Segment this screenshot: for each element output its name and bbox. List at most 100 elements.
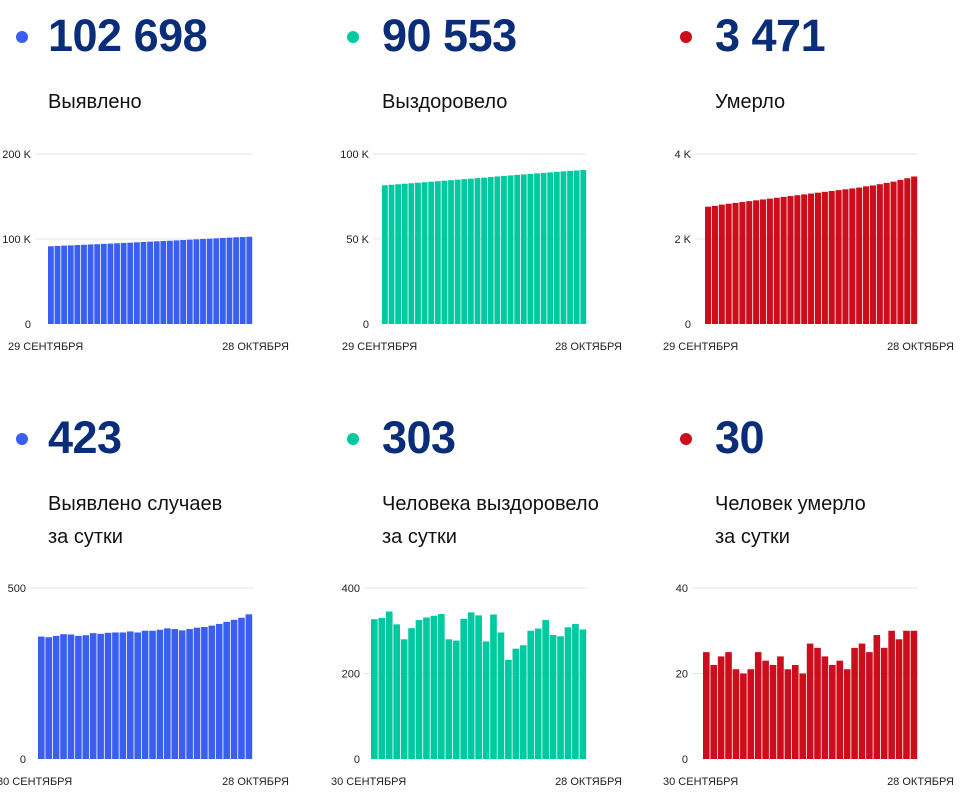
bar bbox=[408, 183, 415, 324]
x-start-label: 29 СЕНТЯБРЯ bbox=[663, 341, 738, 353]
stat-card-daily-deaths: 30 Человек умерло за сутки 0 20 40 30 СЕНТЯБ… bbox=[642, 402, 963, 800]
bar bbox=[740, 673, 747, 759]
y-tick-label: 0 bbox=[682, 754, 688, 766]
bar bbox=[134, 632, 141, 759]
bar bbox=[718, 204, 725, 324]
x-start-label: 30 СЕНТЯБРЯ bbox=[663, 776, 738, 788]
daily-deaths-value: 30 bbox=[715, 412, 765, 463]
x-end-label: 28 ОКТЯБРЯ bbox=[887, 776, 954, 788]
bar bbox=[494, 176, 501, 324]
bar bbox=[835, 190, 842, 325]
bar bbox=[230, 619, 238, 759]
bar bbox=[460, 618, 468, 759]
bar bbox=[401, 183, 408, 324]
y-tick-label: 4 K bbox=[674, 149, 691, 161]
bar bbox=[883, 182, 890, 324]
legend-dot bbox=[16, 433, 28, 445]
bar bbox=[454, 179, 461, 324]
total-recovered-label: Выздоровело bbox=[382, 91, 508, 113]
bar bbox=[467, 178, 474, 324]
bar bbox=[233, 237, 239, 324]
bar bbox=[725, 203, 732, 324]
bar bbox=[52, 635, 60, 759]
bar bbox=[888, 630, 895, 759]
legend-dot bbox=[680, 433, 692, 445]
total-recovered-chart: 0 50 K 100 K 29 СЕНТЯБРЯ 28 ОКТЯБРЯ bbox=[340, 149, 622, 353]
bar bbox=[223, 621, 230, 759]
y-tick-label: 0 bbox=[25, 319, 31, 331]
bar bbox=[821, 191, 828, 324]
total-recovered-value: 90 553 bbox=[382, 10, 517, 61]
bar bbox=[415, 182, 421, 324]
bar bbox=[481, 177, 487, 324]
bar bbox=[903, 630, 910, 759]
bar bbox=[97, 633, 104, 759]
bar bbox=[87, 244, 94, 324]
bar bbox=[48, 246, 54, 324]
x-end-label: 28 ОКТЯБРЯ bbox=[222, 341, 289, 353]
bar bbox=[160, 241, 167, 324]
bar bbox=[215, 623, 223, 759]
bar bbox=[167, 240, 173, 324]
bar bbox=[378, 617, 386, 759]
bar bbox=[238, 617, 245, 759]
bar bbox=[910, 630, 918, 759]
bar bbox=[415, 620, 423, 759]
bar bbox=[858, 643, 866, 759]
bar bbox=[829, 664, 836, 759]
bar bbox=[149, 630, 156, 759]
bar bbox=[441, 180, 448, 324]
bar bbox=[81, 244, 87, 324]
bar bbox=[766, 198, 773, 325]
bar bbox=[156, 629, 164, 759]
bar bbox=[814, 192, 822, 324]
y-tick-label: 500 bbox=[8, 583, 26, 595]
bar bbox=[573, 170, 580, 324]
bar bbox=[579, 629, 587, 759]
bar bbox=[780, 196, 787, 324]
bar bbox=[61, 245, 68, 324]
bar bbox=[127, 242, 134, 324]
bar bbox=[703, 652, 710, 760]
bar bbox=[82, 635, 90, 759]
bar bbox=[89, 633, 97, 759]
bar bbox=[856, 187, 863, 324]
bar bbox=[821, 656, 829, 759]
bar bbox=[753, 200, 760, 324]
bar bbox=[507, 175, 514, 324]
bar bbox=[226, 237, 233, 324]
x-start-label: 29 СЕНТЯБРЯ bbox=[342, 341, 417, 353]
bar bbox=[393, 624, 400, 759]
x-end-label: 28 ОКТЯБРЯ bbox=[222, 776, 289, 788]
bar bbox=[382, 185, 388, 324]
bar bbox=[164, 628, 171, 759]
x-start-label: 30 СЕНТЯБРЯ bbox=[331, 776, 406, 788]
bar bbox=[801, 194, 808, 325]
bar bbox=[739, 202, 746, 324]
daily-recovered-chart: 0 200 400 30 СЕНТЯБРЯ 28 ОКТЯБРЯ bbox=[331, 583, 622, 788]
bar bbox=[564, 627, 572, 759]
bar bbox=[890, 181, 897, 325]
bar bbox=[553, 171, 560, 324]
bar bbox=[705, 206, 712, 324]
bar bbox=[461, 179, 468, 324]
daily-recovered-label: Человека выздоровело за сутки bbox=[382, 493, 599, 548]
bar bbox=[180, 240, 187, 324]
bar bbox=[836, 660, 844, 759]
y-tick-label: 0 bbox=[363, 319, 369, 331]
bar bbox=[814, 647, 821, 759]
bar bbox=[487, 176, 494, 324]
bar bbox=[388, 184, 395, 324]
bar bbox=[540, 172, 547, 324]
bar bbox=[201, 626, 208, 759]
total-deaths-chart: 0 2 K 4 K 29 СЕНТЯБРЯ 28 ОКТЯБРЯ bbox=[663, 149, 954, 353]
bar bbox=[799, 673, 806, 759]
bar bbox=[428, 181, 435, 324]
daily-cases-chart: 0 500 30 СЕНТЯБРЯ 28 ОКТЯБРЯ bbox=[0, 583, 289, 788]
bar bbox=[519, 645, 527, 759]
bar bbox=[897, 179, 904, 324]
bar bbox=[876, 184, 883, 324]
bar bbox=[452, 640, 460, 759]
bar bbox=[863, 186, 870, 324]
bar bbox=[880, 647, 888, 759]
